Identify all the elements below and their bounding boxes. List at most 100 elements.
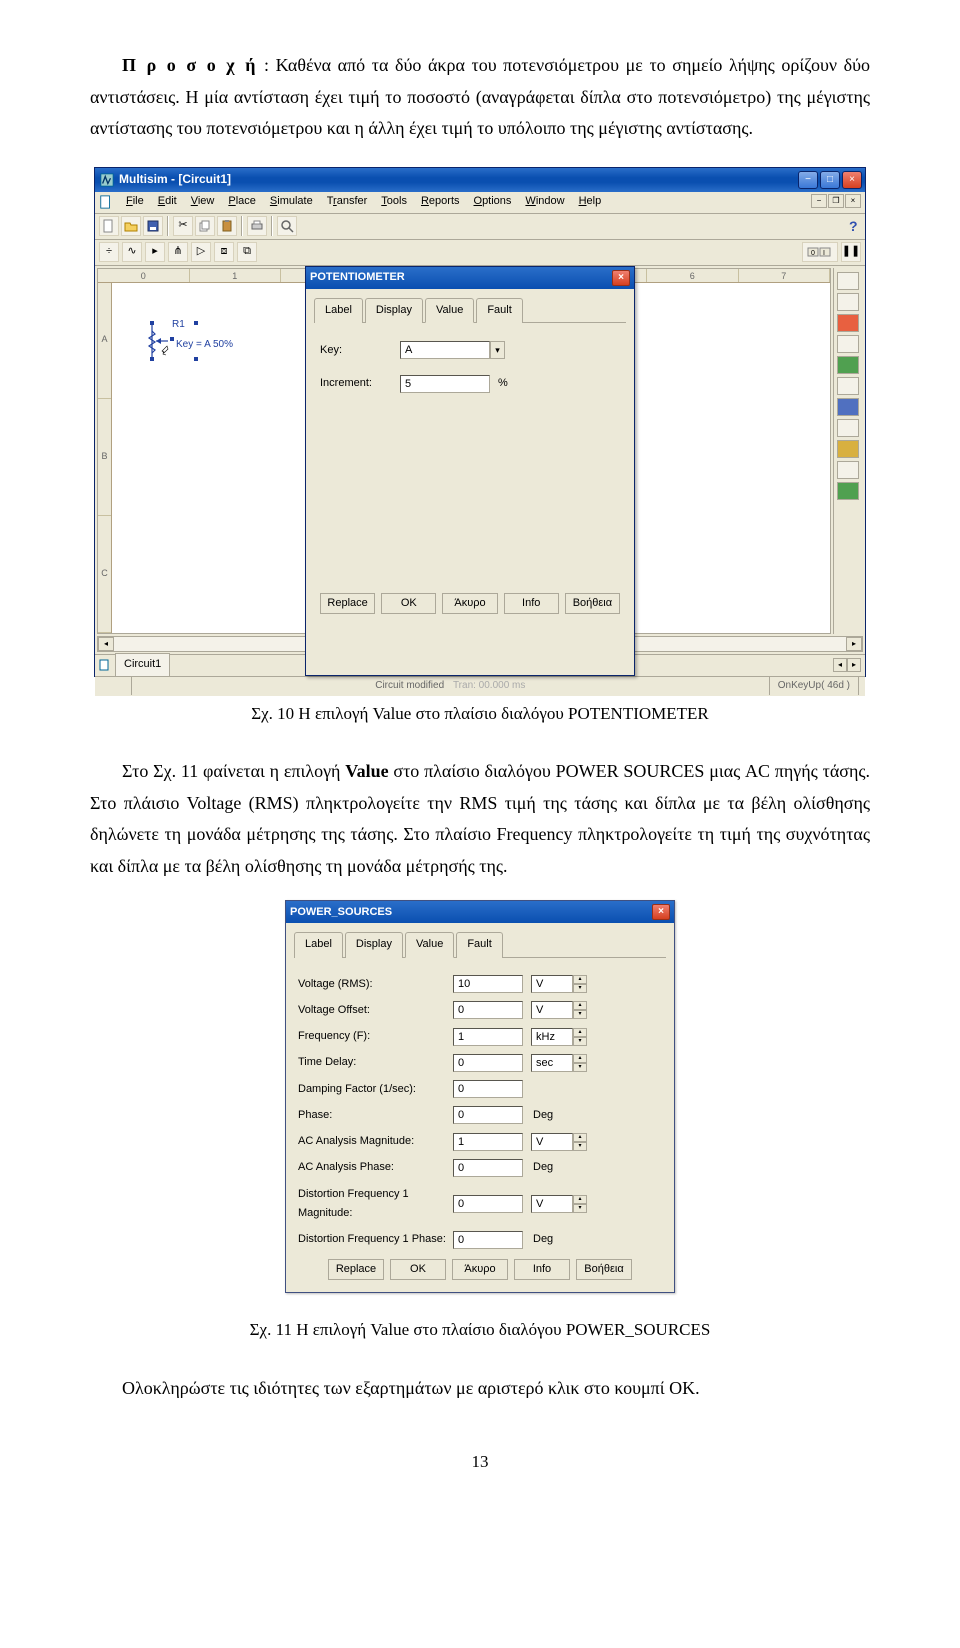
menu-place[interactable]: Place <box>221 190 263 213</box>
comp-diode-icon[interactable]: ▸ <box>145 242 165 262</box>
spin-up-icon[interactable]: ▴ <box>573 1133 587 1142</box>
spin-up-icon[interactable]: ▴ <box>573 1054 587 1063</box>
spin-down-icon[interactable]: ▾ <box>573 1063 587 1072</box>
tab-circuit1[interactable]: Circuit1 <box>115 653 170 676</box>
zoom-icon[interactable] <box>277 216 297 236</box>
ps-field-input[interactable] <box>453 1195 523 1213</box>
inst-fg-icon[interactable] <box>837 293 859 311</box>
spin-up-icon[interactable]: ▴ <box>573 1195 587 1204</box>
ps-unit-input[interactable] <box>531 1195 573 1213</box>
spin-up-icon[interactable]: ▴ <box>573 1028 587 1037</box>
save-icon[interactable] <box>143 216 163 236</box>
comp-cmos-icon[interactable]: ⧉ <box>237 242 257 262</box>
tab-scroll-right-icon[interactable]: ▸ <box>847 658 861 672</box>
inst-sa-icon[interactable] <box>837 461 859 479</box>
pause-icon[interactable]: ❚❚ <box>841 242 861 262</box>
inst-lc-icon[interactable] <box>837 419 859 437</box>
ps-field-input[interactable] <box>453 1028 523 1046</box>
spin-up-icon[interactable]: ▴ <box>573 975 587 984</box>
mdi-close[interactable]: × <box>845 194 861 208</box>
tab-scroll-left-icon[interactable]: ◂ <box>833 658 847 672</box>
tab-value[interactable]: Value <box>425 298 474 323</box>
spin-down-icon[interactable]: ▾ <box>573 1010 587 1019</box>
new-icon[interactable] <box>99 216 119 236</box>
comp-opamp-icon[interactable]: ▷ <box>191 242 211 262</box>
ps-field-input[interactable] <box>453 1133 523 1151</box>
spin-down-icon[interactable]: ▾ <box>573 1037 587 1046</box>
menu-edit[interactable]: Edit <box>151 190 184 213</box>
menu-simulate[interactable]: Simulate <box>263 190 320 213</box>
cancel-button[interactable]: Άκυρο <box>442 593 497 614</box>
menu-file[interactable]: File <box>119 190 151 213</box>
ps-ok-button[interactable]: OK <box>390 1259 446 1280</box>
comp-ttl-icon[interactable]: ⧈ <box>214 242 234 262</box>
ps-info-button[interactable]: Info <box>514 1259 570 1280</box>
inst-mm-icon[interactable] <box>837 272 859 290</box>
cut-icon[interactable]: ✂ <box>173 216 193 236</box>
ps-field-input[interactable] <box>453 1080 523 1098</box>
ps-cancel-button[interactable]: Άκυρο <box>452 1259 508 1280</box>
ps-close-icon[interactable]: × <box>652 904 670 920</box>
comp-resistor-icon[interactable]: ∿ <box>122 242 142 262</box>
spin-up-icon[interactable]: ▴ <box>573 1001 587 1010</box>
key-input[interactable] <box>400 341 490 359</box>
close-button[interactable]: × <box>842 171 862 189</box>
copy-icon[interactable] <box>195 216 215 236</box>
spin-down-icon[interactable]: ▾ <box>573 984 587 993</box>
ps-unit-input[interactable] <box>531 1054 573 1072</box>
ps-help-button[interactable]: Βοήθεια <box>576 1259 632 1280</box>
comp-transistor-icon[interactable]: ⋔ <box>168 242 188 262</box>
tab-display[interactable]: Display <box>365 298 423 323</box>
ps-unit-input[interactable] <box>531 975 573 993</box>
ps-field-input[interactable] <box>453 1159 523 1177</box>
help-button[interactable]: Βοήθεια <box>565 593 620 614</box>
mdi-restore[interactable]: ❐ <box>828 194 844 208</box>
ps-tab-value[interactable]: Value <box>405 932 454 957</box>
ps-unit-input[interactable] <box>531 1001 573 1019</box>
ps-field-input[interactable] <box>453 1106 523 1124</box>
replace-button[interactable]: Replace <box>320 593 375 614</box>
menu-window[interactable]: Window <box>518 190 571 213</box>
dialog-close-icon[interactable]: × <box>612 270 630 286</box>
ps-unit-input[interactable] <box>531 1028 573 1046</box>
spin-down-icon[interactable]: ▾ <box>573 1204 587 1213</box>
ps-field-input[interactable] <box>453 975 523 993</box>
inst-net-icon[interactable] <box>837 440 859 458</box>
inst-wg-icon[interactable] <box>837 398 859 416</box>
inst-bode-icon[interactable] <box>837 356 859 374</box>
inst-la-icon[interactable] <box>837 377 859 395</box>
menu-reports[interactable]: Reports <box>414 190 467 213</box>
key-dropdown-icon[interactable]: ▾ <box>490 341 505 359</box>
minimize-button[interactable]: − <box>798 171 818 189</box>
help-icon[interactable]: ? <box>845 218 861 234</box>
inst-ag-icon[interactable] <box>837 482 859 500</box>
increment-input[interactable] <box>400 375 490 393</box>
tab-fault[interactable]: Fault <box>476 298 522 323</box>
menu-help[interactable]: Help <box>572 190 609 213</box>
ps-unit-input[interactable] <box>531 1133 573 1151</box>
inst-wm-icon[interactable] <box>837 314 859 332</box>
ps-tab-fault[interactable]: Fault <box>456 932 502 957</box>
inst-scope-icon[interactable] <box>837 335 859 353</box>
print-icon[interactable] <box>247 216 267 236</box>
ps-field-input[interactable] <box>453 1001 523 1019</box>
open-icon[interactable] <box>121 216 141 236</box>
comp-source-icon[interactable]: ÷ <box>99 242 119 262</box>
ps-replace-button[interactable]: Replace <box>328 1259 384 1280</box>
menu-options[interactable]: Options <box>467 190 519 213</box>
tab-label[interactable]: Label <box>314 298 363 323</box>
menu-view[interactable]: View <box>184 190 222 213</box>
ps-field-input[interactable] <box>453 1231 523 1249</box>
ps-field-input[interactable] <box>453 1054 523 1072</box>
spin-down-icon[interactable]: ▾ <box>573 1142 587 1151</box>
info-button[interactable]: Info <box>504 593 559 614</box>
maximize-button[interactable]: □ <box>820 171 840 189</box>
paste-icon[interactable] <box>217 216 237 236</box>
mdi-min[interactable]: − <box>811 194 827 208</box>
ps-tab-label[interactable]: Label <box>294 932 343 957</box>
scroll-left-icon[interactable]: ◂ <box>98 637 114 651</box>
menu-tools[interactable]: Tools <box>374 190 414 213</box>
ps-tab-display[interactable]: Display <box>345 932 403 957</box>
scroll-right-icon[interactable]: ▸ <box>846 637 862 651</box>
menu-transfer[interactable]: Transfer <box>320 190 375 213</box>
